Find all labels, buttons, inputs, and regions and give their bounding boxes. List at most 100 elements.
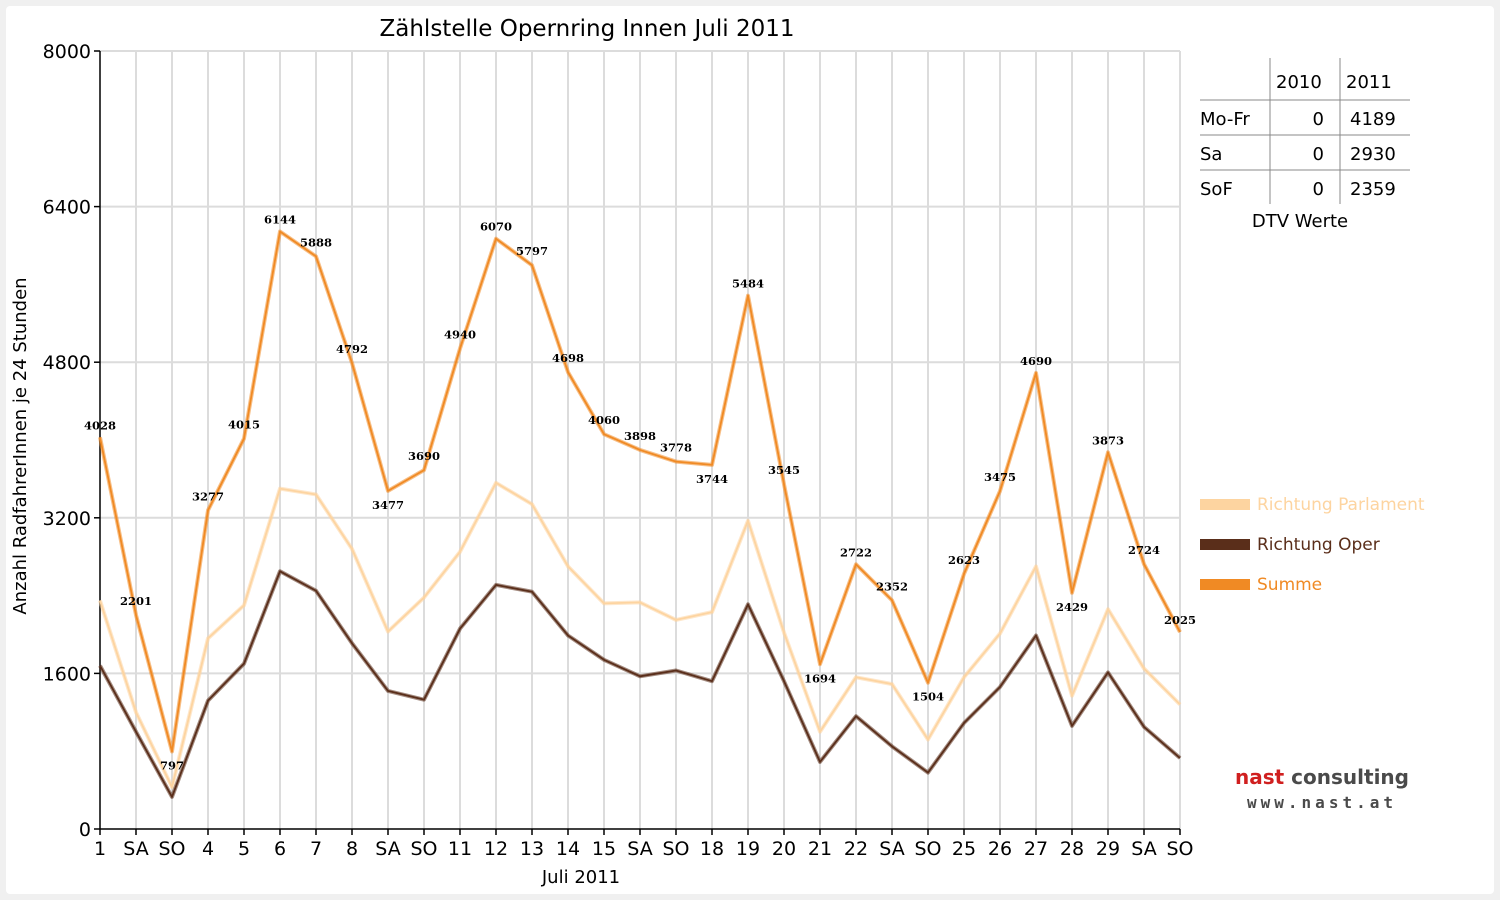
x-tick-label: SO (914, 838, 941, 860)
data-label: 3744 (696, 472, 728, 486)
data-labels: 4028 2201 797 3277 4015 6144 5888 4792 3477 3690 4… (84, 212, 1196, 772)
data-label: 2025 (1164, 613, 1196, 627)
y-tick-label: 0 (79, 819, 91, 841)
chart-frame: 0 1600 3200 4800 6400 8000 1 SA SO 4 5 6 7 8 SA SO 11 12… (6, 6, 1494, 894)
y-axis-title: Anzahl RadfahrerInnen je 24 Stunden (10, 277, 31, 614)
data-label: 4940 (444, 328, 476, 342)
data-label: 3690 (408, 449, 440, 463)
y-tick-label: 8000 (43, 41, 91, 63)
data-label: 797 (160, 758, 184, 772)
y-tick-labels: 0 1600 3200 4800 6400 8000 (43, 41, 91, 841)
dtv-row-label: Mo-Fr (1200, 109, 1250, 130)
series-line (99, 570, 1181, 798)
y-tick-label: 1600 (43, 663, 91, 685)
x-tick-label: 20 (772, 838, 796, 860)
data-label: 3873 (1092, 433, 1124, 447)
data-label: 4060 (588, 413, 620, 427)
dtv-cell-2011: 2359 (1350, 179, 1396, 200)
x-tick-label: SO (662, 838, 689, 860)
x-tick-label: 1 (94, 838, 106, 860)
legend-label: Summe (1257, 575, 1322, 595)
data-label: 4690 (1020, 354, 1052, 368)
data-label: 4792 (336, 342, 368, 356)
x-tick-label: 29 (1096, 838, 1120, 860)
x-tick-label: SA (1131, 838, 1156, 860)
x-tick-label: SA (879, 838, 904, 860)
data-label: 5797 (516, 244, 548, 258)
data-label: 4028 (84, 418, 116, 432)
x-tick-label: 22 (844, 838, 868, 860)
data-label: 3475 (984, 470, 1016, 484)
dtv-caption: DTV Werte (1252, 211, 1348, 232)
x-tick-label: 7 (310, 838, 322, 860)
axes (94, 50, 1181, 835)
logo: nast consulting www.nast.at (1200, 750, 1443, 825)
data-label: 3477 (372, 498, 404, 512)
series-line (99, 230, 1181, 753)
data-label: 3778 (660, 441, 692, 455)
data-label: 3898 (624, 429, 656, 443)
data-label: 1504 (912, 690, 944, 704)
y-tick-label: 6400 (43, 197, 91, 219)
legend-swatch (1200, 579, 1250, 590)
data-label: 2623 (948, 553, 980, 567)
series-richtung-parlament (98, 480, 1182, 790)
legend-item: Richtung Oper (1200, 535, 1380, 555)
data-label: 3277 (192, 489, 224, 503)
legend-swatch (1200, 539, 1250, 550)
x-tick-label: 27 (1024, 838, 1048, 860)
x-tick-label: 25 (952, 838, 976, 860)
series-lines (98, 229, 1182, 799)
legend-item: Richtung Parlament (1200, 495, 1425, 515)
x-tick-label: SA (375, 838, 400, 860)
data-label: 5484 (732, 277, 764, 291)
x-tick-label: 26 (988, 838, 1012, 860)
logo-box (1200, 750, 1443, 825)
logo-name: nast consulting (1235, 765, 1409, 789)
dtv-header-cell: 2011 (1346, 72, 1392, 93)
dtv-cell-2011: 4189 (1350, 109, 1396, 130)
series-line (99, 481, 1181, 789)
x-axis-title: Juli 2011 (541, 867, 620, 888)
logo-name-gray: consulting (1284, 765, 1409, 789)
y-tick-label: 4800 (43, 352, 91, 374)
gridlines (100, 50, 1181, 829)
x-tick-label: 5 (238, 838, 250, 860)
x-tick-label: 6 (274, 838, 286, 860)
data-label: 6070 (480, 220, 512, 234)
data-label: 2352 (876, 579, 908, 593)
legend-item: Summe (1200, 575, 1322, 595)
series-richtung-oper (98, 569, 1182, 799)
x-tick-label: SO (1166, 838, 1193, 860)
data-label: 2722 (840, 545, 872, 559)
x-tick-label: SA (123, 838, 148, 860)
data-label: 3545 (768, 463, 800, 477)
dtv-header-cell: 2010 (1276, 72, 1322, 93)
data-label: 6144 (264, 212, 296, 226)
dtv-cell-2011: 2930 (1350, 144, 1396, 165)
x-tick-label: SO (410, 838, 437, 860)
dtv-cell-2010: 0 (1313, 109, 1324, 130)
logo-name-red: nast (1235, 765, 1285, 789)
x-tick-label: SA (627, 838, 652, 860)
x-tick-label: 18 (700, 838, 724, 860)
x-tick-label: 8 (346, 838, 358, 860)
y-tick-label: 3200 (43, 508, 91, 530)
data-label: 4698 (552, 351, 584, 365)
legend-label: Richtung Oper (1257, 535, 1380, 555)
logo-url: www.nast.at (1247, 793, 1397, 812)
chart-title: Zählstelle Opernring Innen Juli 2011 (380, 16, 795, 42)
x-tick-label: 15 (592, 838, 616, 860)
legend: Richtung Parlament Richtung Oper Summe (1200, 495, 1425, 595)
x-tick-label: 13 (520, 838, 544, 860)
x-tick-label: 28 (1060, 838, 1084, 860)
line-chart: 0 1600 3200 4800 6400 8000 1 SA SO 4 5 6 7 8 SA SO 11 12… (10, 16, 1443, 888)
x-tick-label: 4 (202, 838, 214, 860)
data-label: 1694 (804, 671, 836, 685)
x-tick-label: 14 (556, 838, 580, 860)
dtv-cell-2010: 0 (1313, 179, 1324, 200)
dtv-cell-2010: 0 (1313, 144, 1324, 165)
x-tick-label: 21 (808, 838, 832, 860)
data-label: 2429 (1056, 600, 1088, 614)
